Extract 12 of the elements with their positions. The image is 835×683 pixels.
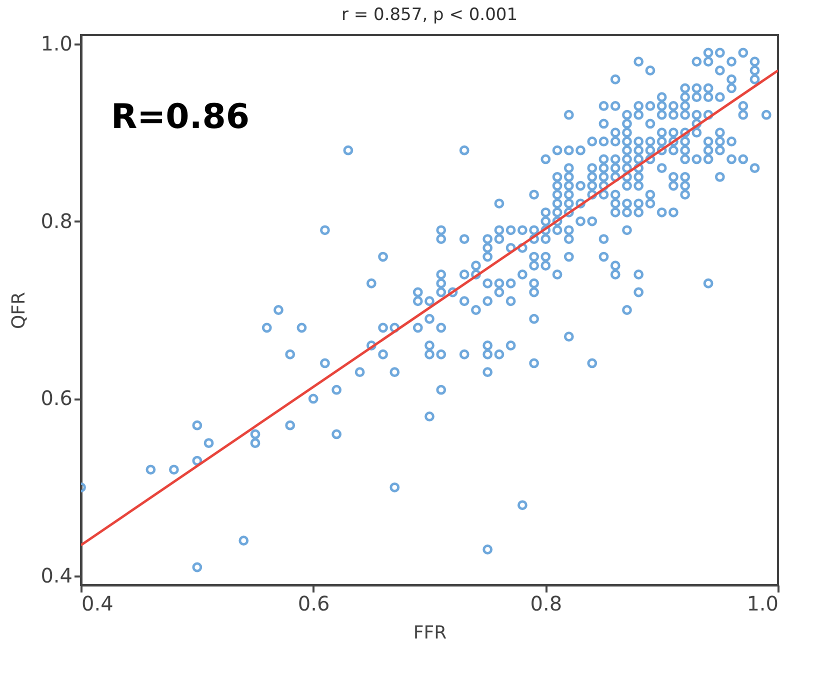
y-tick-label: 0.8 (40, 208, 72, 233)
chart-title: r = 0.857, p < 0.001 (341, 4, 518, 25)
x-tick-label: 0.8 (530, 592, 562, 616)
x-axis-title: FFR (413, 622, 447, 644)
y-tick-label: 0.4 (40, 564, 72, 588)
y-axis-title: QFR (8, 292, 30, 330)
x-tick-label: 0.6 (298, 592, 330, 616)
x-tick-label: 1.0 (746, 592, 778, 616)
x-tick-label: 0.4 (82, 592, 114, 616)
y-tick-label: 0.6 (40, 386, 72, 410)
y-tick-label: 1.0 (40, 31, 72, 56)
annotation: R=0.86 (111, 97, 250, 137)
